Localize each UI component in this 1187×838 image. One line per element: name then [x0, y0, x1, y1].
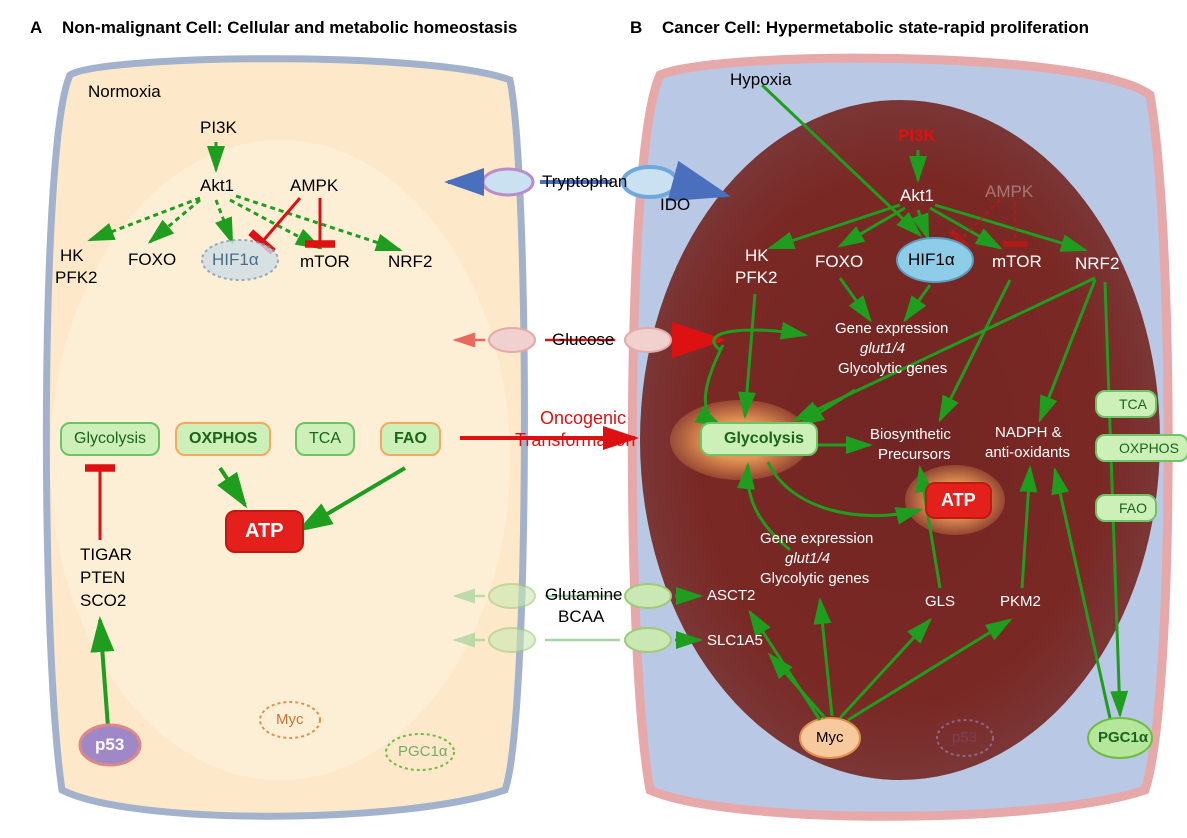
b-asct2: ASCT2	[707, 587, 755, 604]
a-pi3k: PI3K	[200, 118, 237, 138]
hypoxia-label: Hypoxia	[730, 70, 791, 90]
a-oxphos-box: OXPHOS	[175, 422, 271, 456]
a-p53: p53	[95, 735, 124, 755]
bcaa-label: BCAA	[558, 607, 604, 627]
b-fao-box: FAO	[1095, 494, 1157, 522]
a-foxo: FOXO	[128, 250, 176, 270]
a-atp-box: ATP	[225, 510, 304, 553]
panelB-tag: B	[630, 18, 642, 38]
b-pgc1a: PGC1α	[1098, 729, 1148, 746]
b-foxo: FOXO	[815, 252, 863, 272]
a-hif1a: HIF1α	[212, 250, 259, 270]
b-ido: IDO	[660, 195, 690, 215]
b-antiox: anti-oxidants	[985, 444, 1070, 461]
b-glyg: Glycolytic genes	[838, 360, 947, 377]
b-akt1: Akt1	[900, 186, 934, 206]
panelA-tag: A	[30, 18, 42, 38]
b-pkm2: PKM2	[1000, 593, 1041, 610]
a-glycolysis-box: Glycolysis	[60, 422, 160, 456]
b-glycolysis-box: Glycolysis	[700, 422, 818, 456]
glutamine-label: Glutamine	[545, 585, 622, 605]
a-akt1: Akt1	[200, 176, 234, 196]
panelA-title: Non-malignant Cell: Cellular and metabol…	[62, 18, 517, 38]
a-pfk2: PFK2	[55, 268, 98, 288]
a-nrf2: NRF2	[388, 252, 432, 272]
normoxia-label: Normoxia	[88, 82, 161, 102]
b-nadph: NADPH &	[995, 424, 1062, 441]
b-hif1a: HIF1α	[908, 250, 955, 270]
b-precursors: Precursors	[878, 446, 951, 463]
b-tca-box: TCA	[1095, 390, 1157, 418]
a-myc: Myc	[276, 711, 304, 728]
b-geneexp: Gene expression	[835, 320, 948, 337]
a-fao-box: FAO	[380, 422, 441, 456]
oncogenic-label: Oncogenic	[540, 408, 626, 429]
b-slc1a5: SLC1A5	[707, 632, 763, 649]
b-ampk: AMPK	[985, 182, 1033, 202]
b-pfk2: PFK2	[735, 268, 778, 288]
b-pi3k: PI3K	[898, 126, 936, 146]
a-tca-box: TCA	[295, 422, 355, 456]
a-pgc1a: PGC1α	[398, 743, 448, 760]
a-tigar: TIGAR	[80, 545, 132, 565]
b-gls: GLS	[925, 593, 955, 610]
b-p53: p53	[952, 729, 977, 746]
b-myc: Myc	[816, 729, 844, 746]
b-glut2: glut1/4	[785, 550, 830, 567]
tryptophan-label: Tryptophan	[542, 172, 627, 192]
b-nrf2: NRF2	[1075, 254, 1119, 274]
b-geneexp2: Gene expression	[760, 530, 873, 547]
b-biosyn: Biosynthetic	[870, 426, 951, 443]
b-atp-box: ATP	[925, 482, 992, 519]
b-hk: HK	[745, 246, 769, 266]
a-sco2: SCO2	[80, 591, 126, 611]
b-glyg2: Glycolytic genes	[760, 570, 869, 587]
transformation-label: Transformation	[515, 430, 635, 451]
b-mtor: mTOR	[992, 252, 1042, 272]
b-oxphos-box: OXPHOS	[1095, 434, 1187, 462]
glucose-label: Glucose	[552, 330, 614, 350]
a-hk: HK	[60, 246, 84, 266]
b-glut: glut1/4	[860, 340, 905, 357]
panelB-title: Cancer Cell: Hypermetabolic state-rapid …	[662, 18, 1089, 38]
a-mtor: mTOR	[300, 252, 350, 272]
a-ampk: AMPK	[290, 176, 338, 196]
a-pten: PTEN	[80, 568, 125, 588]
